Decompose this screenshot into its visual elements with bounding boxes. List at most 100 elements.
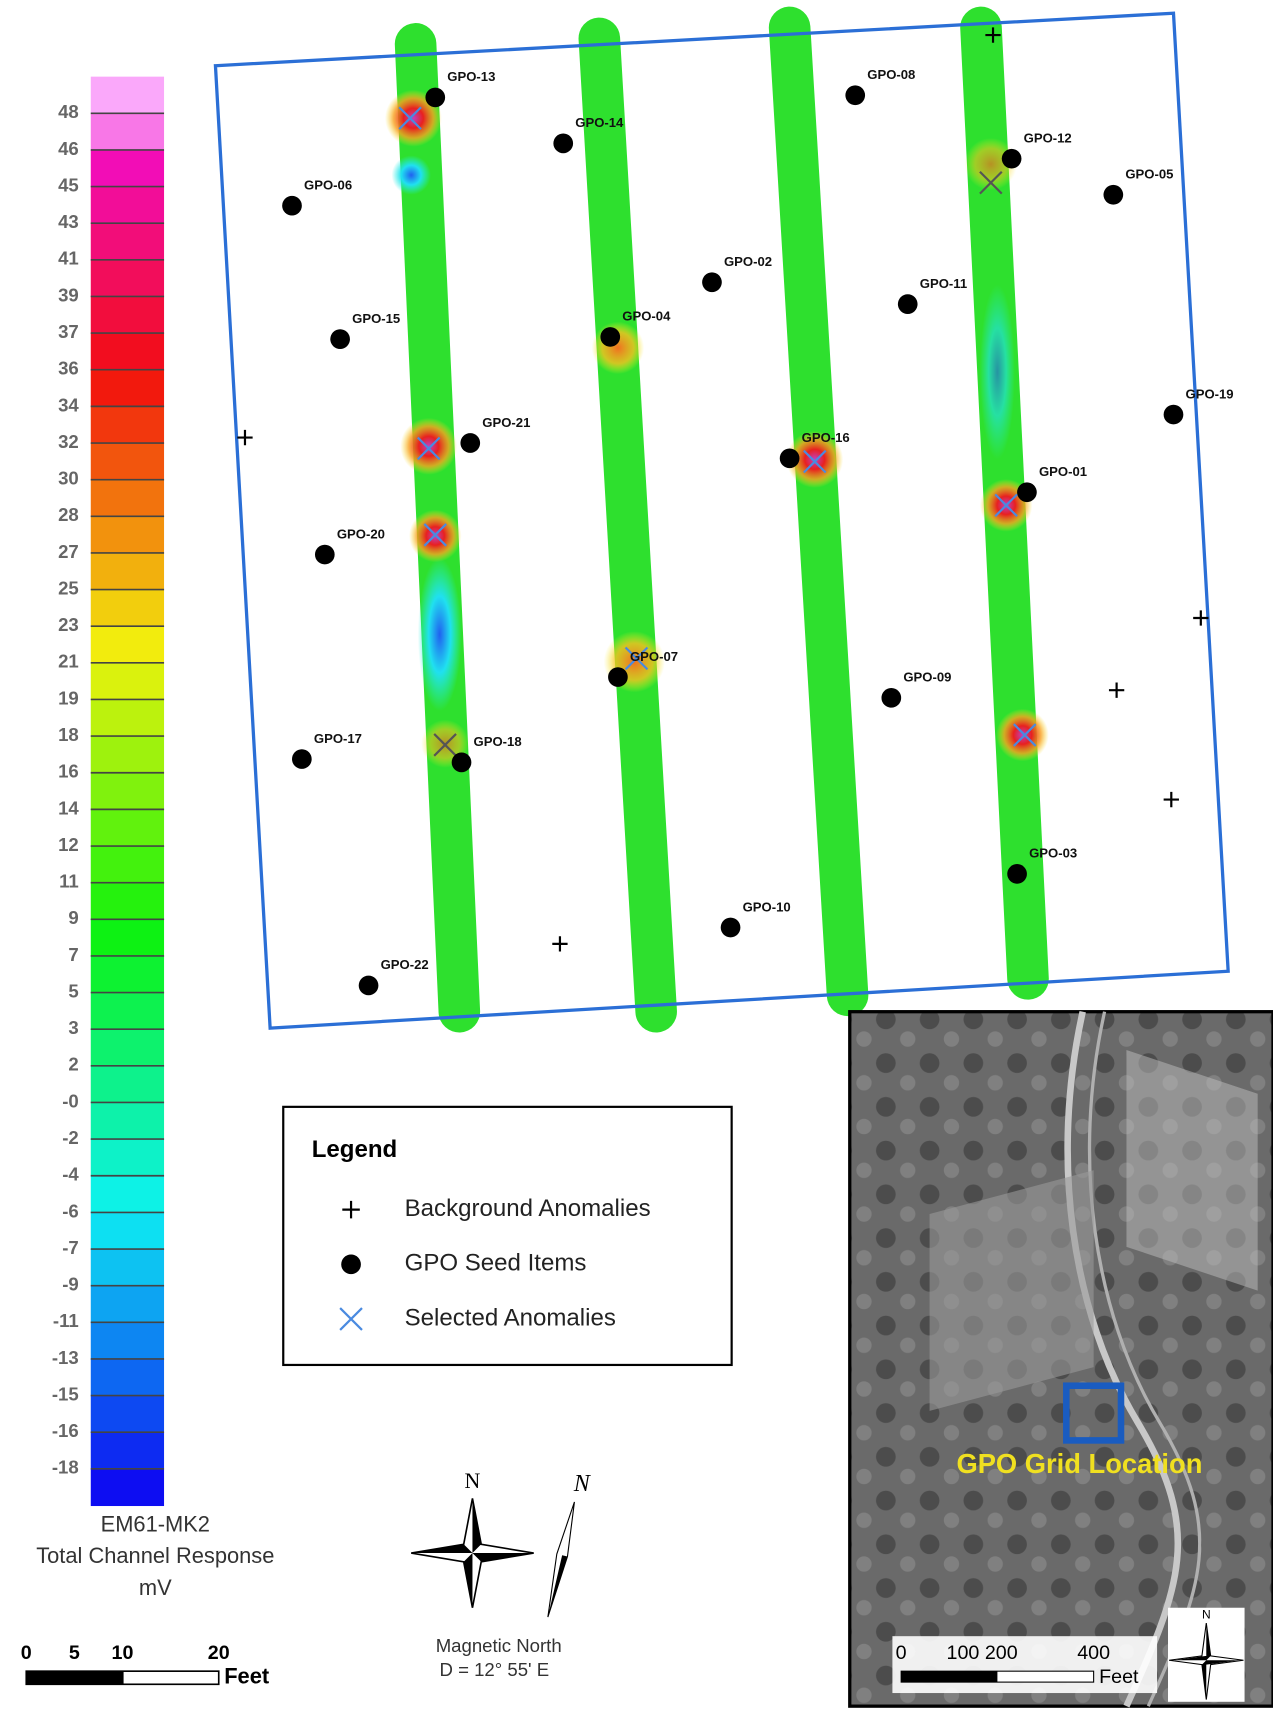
colorbar-label: 14 — [58, 797, 79, 818]
scale-label: 0 — [21, 1642, 32, 1664]
colorbar-label: 32 — [58, 431, 79, 452]
seed-item — [315, 545, 335, 565]
colorbar-label: 23 — [58, 614, 79, 635]
colorbar-label: -18 — [52, 1457, 79, 1478]
color-band — [91, 1102, 164, 1139]
seed-label: GPO-17 — [314, 731, 362, 746]
color-band — [91, 956, 164, 993]
colorbar-label: -4 — [62, 1164, 79, 1185]
color-band — [91, 590, 164, 627]
inset-scale-label: 100 200 — [947, 1642, 1018, 1664]
seed-label: GPO-16 — [802, 430, 850, 445]
seed-label: GPO-04 — [622, 309, 671, 324]
seed-label: GPO-02 — [724, 254, 772, 269]
colorbar-label: 39 — [58, 284, 79, 305]
legend-item: GPO Seed Items — [405, 1250, 587, 1277]
colorbar-label: 28 — [58, 504, 79, 525]
color-band — [91, 883, 164, 920]
colorbar-label: 45 — [58, 174, 79, 195]
color-band — [91, 370, 164, 407]
colorbar-label: 36 — [58, 358, 79, 379]
seed-item — [1007, 864, 1027, 884]
scale-bar: 0 5 10 20 Feet — [21, 1642, 270, 1689]
color-band — [91, 699, 164, 736]
seed-label: GPO-13 — [447, 69, 495, 84]
legend-item: Selected Anomalies — [405, 1304, 616, 1331]
colorbar-label: 16 — [58, 761, 79, 782]
seed-item — [460, 433, 480, 453]
colorbar-label: 7 — [68, 944, 78, 965]
seed-item — [898, 294, 918, 314]
seed-label: GPO-11 — [920, 276, 967, 291]
color-band — [91, 223, 164, 260]
color-band — [91, 1322, 164, 1359]
colorbar: 4846454341393736343230282725232119181614… — [36, 77, 274, 1600]
seed-label: GPO-09 — [903, 670, 951, 685]
colorbar-label: 9 — [68, 907, 78, 928]
inset-location-label: GPO Grid Location — [956, 1448, 1202, 1479]
north-arrows: N N Magnetic North D = 12° 55' E — [411, 1469, 592, 1680]
color-band — [91, 113, 164, 150]
colorbar-label: 30 — [58, 468, 79, 489]
colorbar-label: 34 — [58, 394, 79, 415]
seed-label: GPO-15 — [352, 311, 400, 326]
seed-item — [1002, 149, 1022, 169]
color-band — [91, 187, 164, 224]
colorbar-label: 5 — [68, 980, 78, 1001]
seed-item — [1164, 405, 1184, 425]
background-anomaly — [237, 430, 252, 445]
scale-unit: Feet — [224, 1664, 270, 1689]
color-band — [91, 77, 164, 114]
inset-map: GPO Grid Location 0 100 200 400 Feet N — [850, 1012, 1273, 1706]
color-band — [91, 150, 164, 187]
scale-label: 10 — [112, 1642, 134, 1664]
seed-label: GPO-22 — [381, 957, 429, 972]
scale-label: 20 — [208, 1642, 230, 1664]
colorbar-label: -6 — [62, 1200, 79, 1221]
seed-label: GPO-21 — [482, 415, 530, 430]
colorbar-label: -2 — [62, 1127, 79, 1148]
seed-item — [553, 134, 573, 154]
color-band — [91, 993, 164, 1030]
colorbar-label: 3 — [68, 1017, 78, 1038]
seed-item — [452, 753, 472, 773]
background-anomaly — [552, 936, 567, 951]
colorbar-label: 2 — [68, 1054, 78, 1075]
inset-scale-unit: Feet — [1099, 1666, 1139, 1688]
seed-item — [881, 688, 901, 708]
seed-label: GPO-14 — [575, 115, 624, 130]
seed-label: GPO-07 — [630, 649, 678, 664]
color-band — [91, 809, 164, 846]
color-band — [91, 626, 164, 663]
colorbar-label: 18 — [58, 724, 79, 745]
seed-item — [282, 196, 302, 216]
anomalies: GPO-13GPO-14GPO-06GPO-08GPO-12GPO-05GPO-… — [237, 27, 1233, 995]
seed-label: GPO-18 — [474, 734, 522, 749]
scale-label: 5 — [69, 1642, 80, 1664]
seed-item — [608, 667, 628, 687]
color-band — [91, 260, 164, 297]
background-anomaly — [1164, 792, 1179, 807]
color-band — [91, 846, 164, 883]
north-caption: Magnetic North — [436, 1635, 562, 1656]
north-label: N — [465, 1469, 481, 1493]
colorbar-label: -13 — [52, 1347, 79, 1368]
color-band — [91, 736, 164, 773]
color-band — [91, 1286, 164, 1323]
map-figure: GPO-13GPO-14GPO-06GPO-08GPO-12GPO-05GPO-… — [0, 0, 1273, 1715]
seed-item — [1103, 185, 1123, 205]
color-band — [91, 516, 164, 553]
legend-item: Background Anomalies — [405, 1195, 651, 1222]
seed-item — [702, 272, 722, 292]
seed-label: GPO-19 — [1186, 386, 1234, 401]
colorbar-title: mV — [139, 1575, 172, 1600]
seed-label: GPO-05 — [1125, 167, 1173, 182]
legend-title: Legend — [312, 1136, 398, 1163]
colorbar-label: 41 — [58, 248, 79, 269]
color-band — [91, 333, 164, 370]
colorbar-label: 46 — [58, 138, 79, 159]
color-band — [91, 1066, 164, 1103]
declination: D = 12° 55' E — [440, 1659, 550, 1680]
seed-label: GPO-03 — [1029, 846, 1077, 861]
seed-item — [600, 327, 620, 347]
